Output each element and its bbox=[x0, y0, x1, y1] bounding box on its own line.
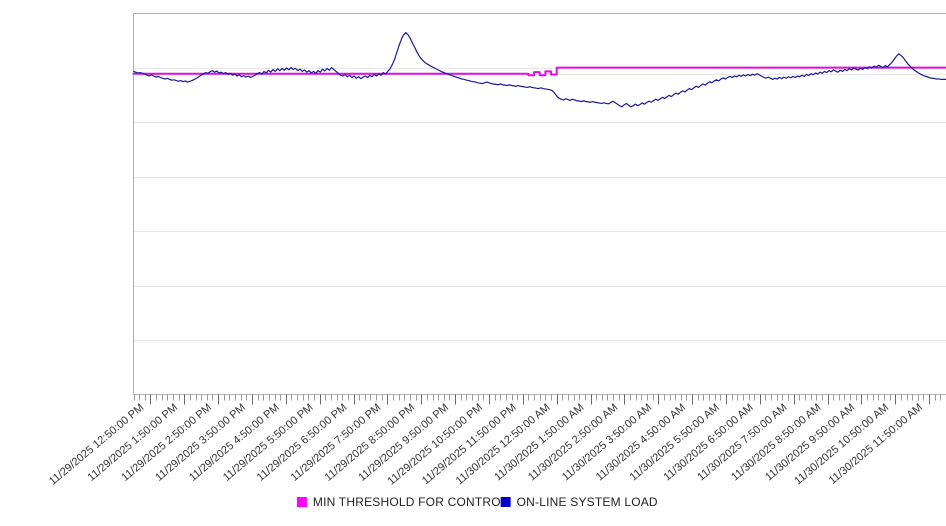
legend-swatch bbox=[500, 497, 511, 507]
legend-label[interactable]: ON-LINE SYSTEM LOAD bbox=[517, 495, 658, 509]
x-axis-ticks bbox=[134, 394, 941, 405]
plot-frame bbox=[133, 13, 946, 395]
chart-legend[interactable]: MIN THRESHOLD FOR CONTROL ON-LINE SYSTEM … bbox=[296, 495, 658, 509]
series-line-1 bbox=[132, 31, 946, 108]
gridlines bbox=[133, 68, 946, 341]
legend-label[interactable]: MIN THRESHOLD FOR CONTROL bbox=[313, 495, 508, 509]
series-layer bbox=[132, 31, 946, 108]
series-line-0 bbox=[132, 66, 946, 77]
legend-swatch bbox=[296, 497, 307, 507]
